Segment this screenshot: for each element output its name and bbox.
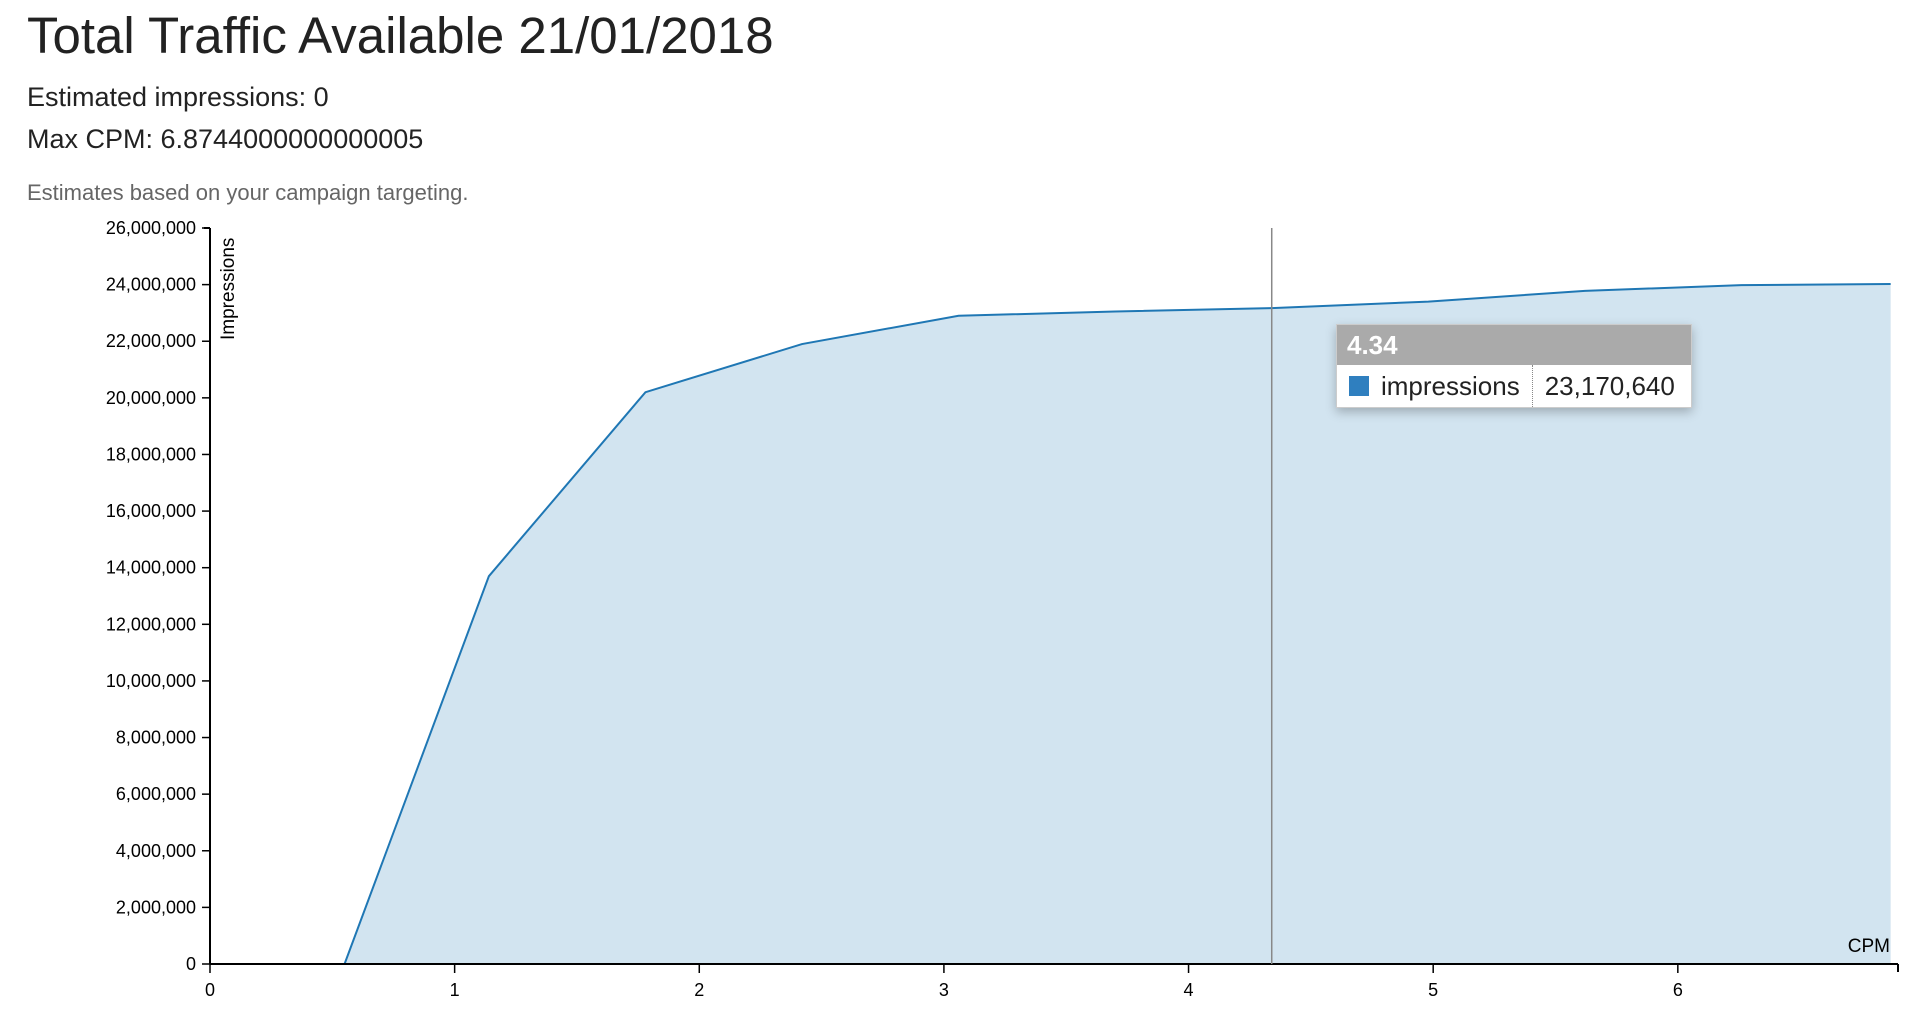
tooltip-row: impressions 23,170,640: [1337, 365, 1691, 407]
y-axis: 0 2,000,000 4,000,000 6,000,000 8,000,000 10,…: [106, 218, 211, 974]
y-tick-label: 2,000,000: [116, 897, 196, 917]
chart-tooltip: 4.34 impressions 23,170,640: [1336, 324, 1692, 408]
y-tick-label: 12,000,000: [106, 614, 196, 634]
estimated-impressions: Estimated impressions: 0: [27, 82, 329, 112]
y-tick-label: 26,000,000: [106, 218, 196, 238]
x-tick-label: 2: [694, 980, 704, 1000]
y-tick-label: 22,000,000: [106, 331, 196, 351]
y-tick-label: 6,000,000: [116, 784, 196, 804]
series-swatch-icon: [1349, 376, 1369, 396]
y-tick-label: 10,000,000: [106, 671, 196, 691]
y-tick-label: 14,000,000: [106, 558, 196, 578]
x-tick-label: 4: [1184, 980, 1194, 1000]
y-tick-label: 20,000,000: [106, 388, 196, 408]
x-axis: 0 1 2 3 4 5 6: [205, 963, 1899, 1000]
tooltip-x-value: 4.34: [1337, 325, 1691, 365]
x-tick-label: 6: [1673, 980, 1683, 1000]
x-tick-label: 1: [450, 980, 460, 1000]
x-tick-label: 0: [205, 980, 215, 1000]
y-tick-label: 0: [186, 954, 196, 974]
targeting-note: Estimates based on your campaign targeti…: [27, 180, 469, 205]
x-tick-label: 5: [1428, 980, 1438, 1000]
series-line-impressions: [210, 283, 1891, 965]
series-area-impressions: [210, 284, 1891, 965]
y-tick-label: 18,000,000: [106, 444, 196, 464]
y-tick-label: 24,000,000: [106, 275, 196, 295]
x-tick-label: 3: [939, 980, 949, 1000]
y-tick-label: 8,000,000: [116, 728, 196, 748]
y-tick-label: 4,000,000: [116, 841, 196, 861]
max-cpm: Max CPM: 6.8744000000000005: [27, 124, 424, 154]
x-axis-title: CPM: [1848, 936, 1890, 957]
tooltip-y-value: 23,170,640: [1544, 370, 1675, 401]
y-tick-label: 16,000,000: [106, 501, 196, 521]
tooltip-series-name: impressions: [1381, 365, 1533, 407]
page-title: Total Traffic Available 21/01/2018: [27, 7, 774, 64]
y-axis-title: Impressions: [218, 238, 239, 340]
